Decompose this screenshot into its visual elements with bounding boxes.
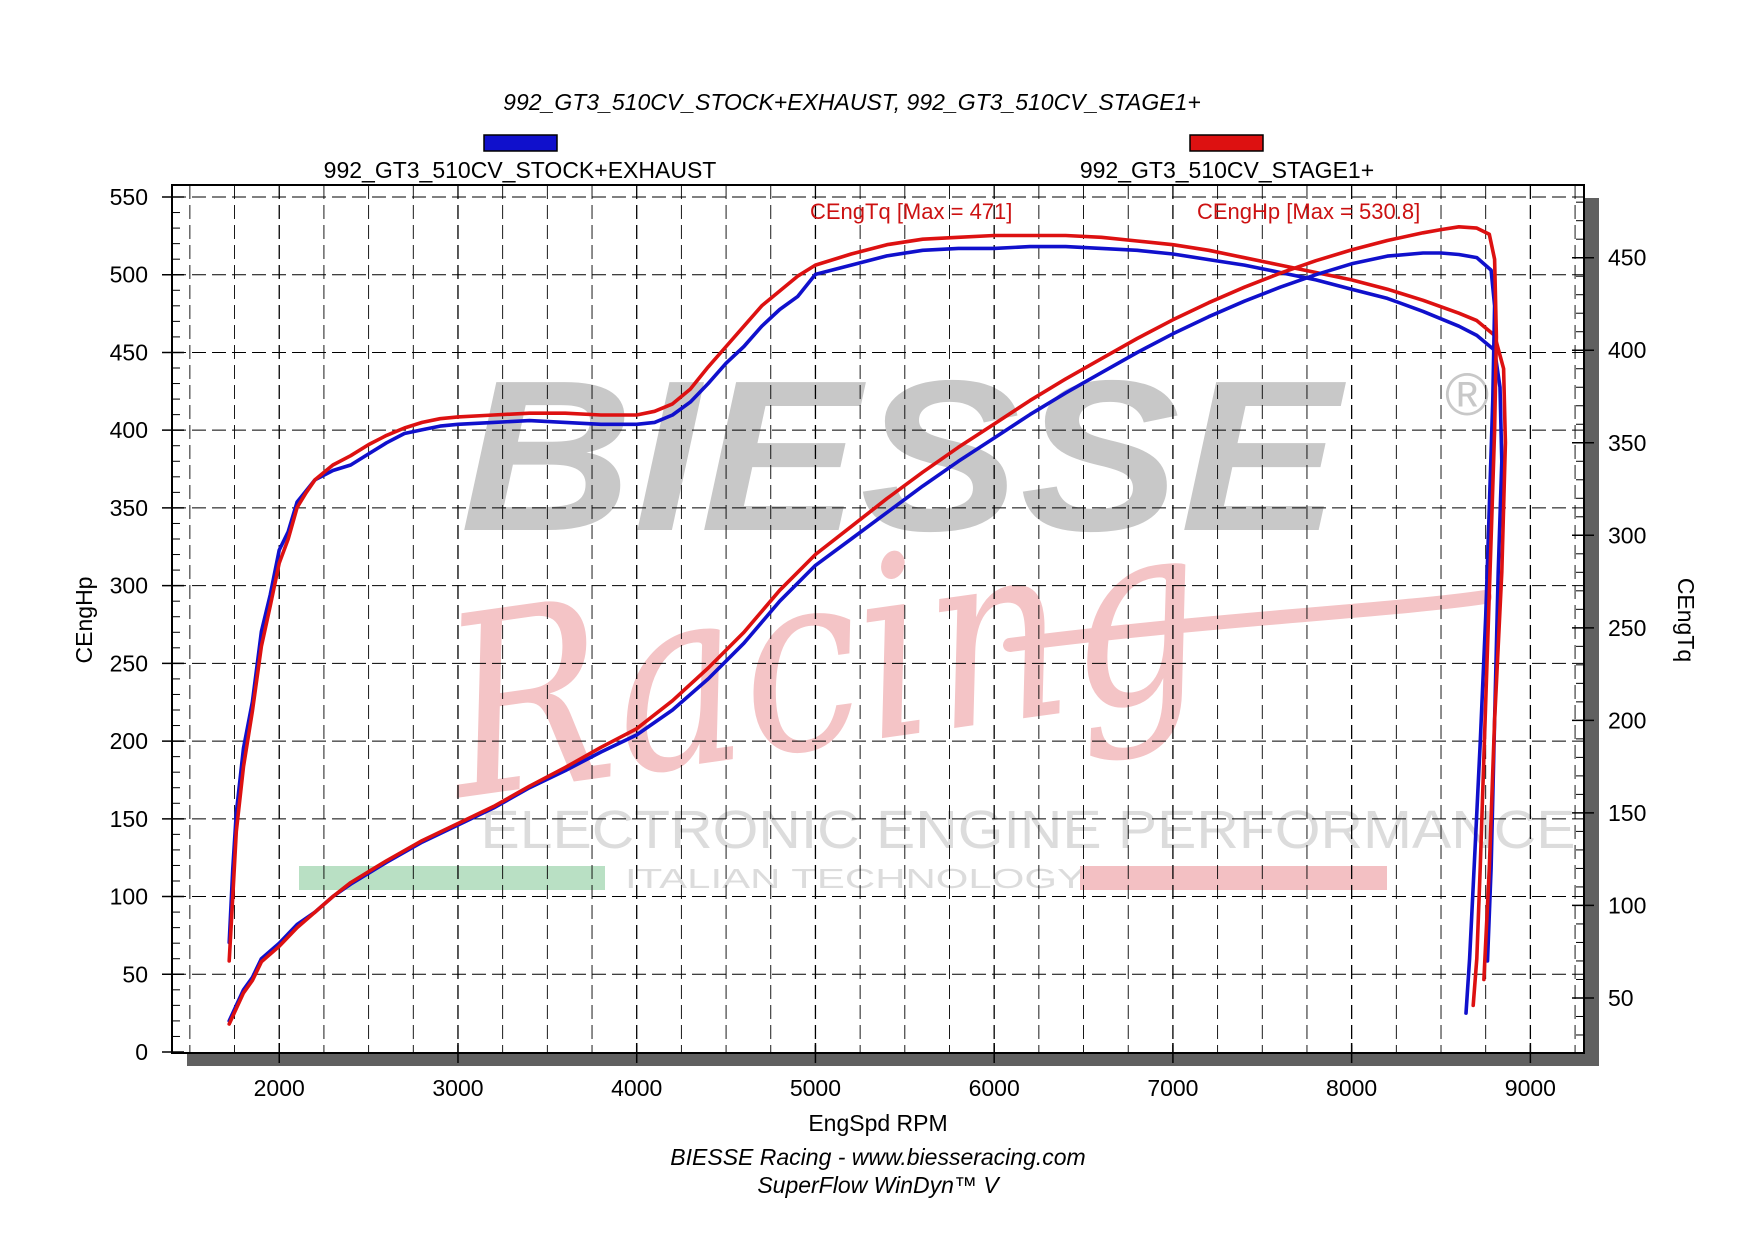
axis-layer: 0 50 100 150 200 250 300 350 400 450 500 550 50 100 15… — [110, 184, 1647, 1101]
y-left-tick-label: 150 — [110, 806, 148, 832]
watermark-tagline: ELECTRONIC ENGINE PERFORMANCE — [481, 800, 1576, 860]
x-tick-label: 9000 — [1505, 1075, 1556, 1101]
series-line-cenghp-stage1 — [227, 225, 1499, 1026]
x-tick-label: 8000 — [1326, 1075, 1377, 1101]
grid-layer — [172, 185, 1584, 1053]
y-left-tick-label: 0 — [135, 1039, 148, 1065]
y-right-tick-label: 50 — [1608, 985, 1634, 1011]
watermark-registered: ® — [1445, 361, 1489, 428]
footer-line2: SuperFlow WinDyn™ V — [757, 1172, 1001, 1198]
y-left-tick-label: 200 — [110, 728, 148, 754]
y-axis-left-title: CEngHp — [71, 577, 97, 664]
y-right-tick-label: 300 — [1608, 522, 1646, 548]
y-left-tick-label: 550 — [110, 184, 148, 210]
x-tick-label: 4000 — [611, 1075, 662, 1101]
y-left-tick-label: 500 — [110, 262, 148, 288]
y-left-tick-label: 300 — [110, 573, 148, 599]
legend-swatch-stock — [483, 134, 558, 152]
y-right-tick-label: 450 — [1608, 245, 1646, 271]
x-tick-label: 5000 — [790, 1075, 841, 1101]
y-left-tick-label: 50 — [122, 961, 148, 987]
annotation-power-max: CEngHp [Max = 530.8] — [1197, 199, 1420, 224]
legend-label-stage1: 992_GT3_510CV_STAGE1+ — [1080, 157, 1374, 183]
chart-title: 992_GT3_510CV_STOCK+EXHAUST, 992_GT3_510… — [503, 89, 1201, 115]
y-right-tick-label: 100 — [1608, 892, 1646, 918]
y-axis-right-title: CEngTq — [1673, 578, 1699, 662]
legend-swatch-stage1 — [1189, 134, 1264, 152]
x-axis-title: EngSpd RPM — [808, 1110, 947, 1136]
watermark-brand: BIESSE — [460, 335, 1346, 576]
y-right-tick-label: 150 — [1608, 800, 1646, 826]
series-layer — [227, 225, 1508, 1026]
x-tick-label: 2000 — [254, 1075, 305, 1101]
x-tick-label: 7000 — [1147, 1075, 1198, 1101]
y-left-tick-label: 100 — [110, 884, 148, 910]
plot-area — [171, 184, 1585, 1054]
x-tick-label: 6000 — [969, 1075, 1020, 1101]
watermark-red-bar — [1080, 866, 1387, 890]
x-tick-label: 3000 — [432, 1075, 483, 1101]
watermark-swash — [1003, 590, 1492, 652]
footer-line1: BIESSE Racing - www.biesseracing.com — [670, 1144, 1085, 1170]
y-left-tick-label: 400 — [110, 417, 148, 443]
annotation-torque-max: CEngTq [Max = 471] — [810, 199, 1012, 224]
legend-label-stock: 992_GT3_510CV_STOCK+EXHAUST — [324, 157, 717, 183]
y-right-tick-label: 200 — [1608, 707, 1646, 733]
y-right-tick-label: 250 — [1608, 615, 1646, 641]
y-right-tick-label: 350 — [1608, 430, 1646, 456]
y-right-tick-label: 400 — [1608, 337, 1646, 363]
y-left-tick-label: 450 — [110, 339, 148, 365]
y-left-tick-label: 250 — [110, 650, 148, 676]
watermark-subtagline: ITALIAN TECHNOLOGY — [625, 863, 1085, 894]
y-left-tick-label: 350 — [110, 495, 148, 521]
series-line-cengtq-stage1 — [227, 233, 1508, 982]
